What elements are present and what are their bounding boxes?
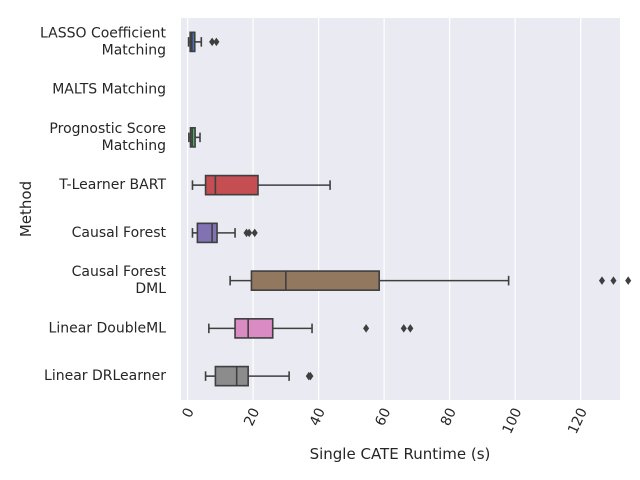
box-iqr bbox=[250, 270, 381, 291]
y-axis-label: Method bbox=[17, 181, 35, 237]
box-iqr bbox=[214, 365, 249, 387]
y-tick-label: Linear DoubleML bbox=[49, 320, 167, 336]
x-tick-label: 20 bbox=[241, 406, 263, 429]
outlier-point bbox=[209, 37, 216, 47]
y-tick-label: Matching bbox=[102, 138, 166, 154]
outlier-point bbox=[400, 324, 407, 333]
y-tick-label: MALTS Matching bbox=[52, 82, 166, 98]
x-tick-label: 0 bbox=[180, 406, 198, 421]
box-iqr bbox=[196, 222, 218, 244]
outlier-point bbox=[251, 228, 258, 238]
box-group bbox=[191, 174, 331, 196]
x-axis-label: Single CATE Runtime (s) bbox=[310, 445, 491, 463]
box-group bbox=[229, 270, 632, 291]
y-tick-label: Prognostic Score bbox=[49, 121, 166, 137]
y-tick-label: Causal Forest bbox=[72, 225, 167, 241]
box-group bbox=[191, 222, 258, 244]
outlier-point bbox=[246, 228, 253, 238]
y-tick-label: Matching bbox=[102, 42, 166, 58]
y-tick-label: Linear DRLearner bbox=[44, 368, 166, 384]
box-group bbox=[188, 127, 201, 148]
x-tick-label: 60 bbox=[372, 406, 394, 429]
outlier-point bbox=[610, 276, 617, 285]
x-tick-label: 100 bbox=[500, 406, 526, 437]
outlier-point bbox=[598, 276, 606, 285]
box-group bbox=[204, 365, 314, 387]
x-tick-label: 120 bbox=[565, 406, 591, 437]
box-iqr bbox=[234, 318, 274, 339]
gridlines bbox=[186, 18, 582, 400]
x-tick-label: 80 bbox=[438, 406, 460, 429]
box-group bbox=[187, 31, 220, 53]
outlier-point bbox=[363, 324, 370, 333]
x-tick-labels: 0 20 40 60 80 100 120 bbox=[180, 406, 591, 437]
y-tick-label: T-Learner BART bbox=[58, 177, 166, 193]
outlier-point bbox=[407, 324, 414, 333]
boxes bbox=[187, 31, 632, 387]
box-group bbox=[208, 318, 414, 339]
x-tick-label: 40 bbox=[307, 406, 329, 429]
y-tick-label: LASSO Coefficient bbox=[40, 25, 167, 41]
outlier-point bbox=[213, 37, 220, 47]
box-iqr bbox=[204, 174, 259, 196]
y-tick-label: Causal Forest bbox=[72, 264, 167, 280]
outlier-point bbox=[307, 371, 314, 381]
y-tick-label: DML bbox=[135, 281, 166, 297]
plot-area bbox=[181, 18, 620, 400]
outlier-point bbox=[625, 276, 632, 285]
